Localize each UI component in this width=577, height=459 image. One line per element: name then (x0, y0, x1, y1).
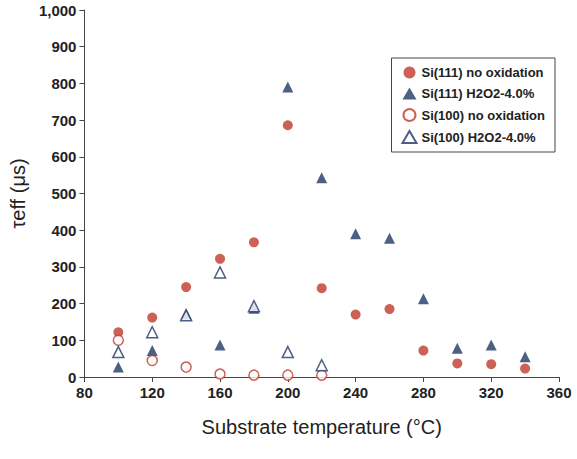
svg-text:Si(100) no oxidation: Si(100) no oxidation (421, 108, 545, 123)
svg-text:120: 120 (140, 384, 165, 401)
svg-text:100: 100 (51, 332, 76, 349)
svg-text:300: 300 (51, 258, 76, 275)
svg-text:Si(100) H2O2-4.0%: Si(100) H2O2-4.0% (421, 130, 536, 145)
svg-text:0: 0 (68, 369, 76, 386)
svg-text:240: 240 (343, 384, 368, 401)
svg-text:280: 280 (411, 384, 436, 401)
svg-text:1,000: 1,000 (39, 2, 77, 19)
svg-text:500: 500 (51, 185, 76, 202)
svg-text:Substrate temperature (°C): Substrate temperature (°C) (202, 416, 442, 438)
svg-text:200: 200 (51, 295, 76, 312)
svg-text:400: 400 (51, 222, 76, 239)
svg-text:320: 320 (479, 384, 504, 401)
svg-text:τeff (μs): τeff (μs) (7, 158, 29, 228)
svg-text:Si(111) no oxidation: Si(111) no oxidation (421, 65, 543, 80)
svg-text:900: 900 (51, 38, 76, 55)
svg-text:360: 360 (546, 384, 571, 401)
svg-text:200: 200 (275, 384, 300, 401)
svg-text:Si(111) H2O2-4.0%: Si(111) H2O2-4.0% (421, 86, 534, 101)
svg-text:800: 800 (51, 75, 76, 92)
svg-text:80: 80 (76, 384, 93, 401)
svg-text:160: 160 (208, 384, 233, 401)
svg-text:600: 600 (51, 148, 76, 165)
svg-text:700: 700 (51, 112, 76, 129)
